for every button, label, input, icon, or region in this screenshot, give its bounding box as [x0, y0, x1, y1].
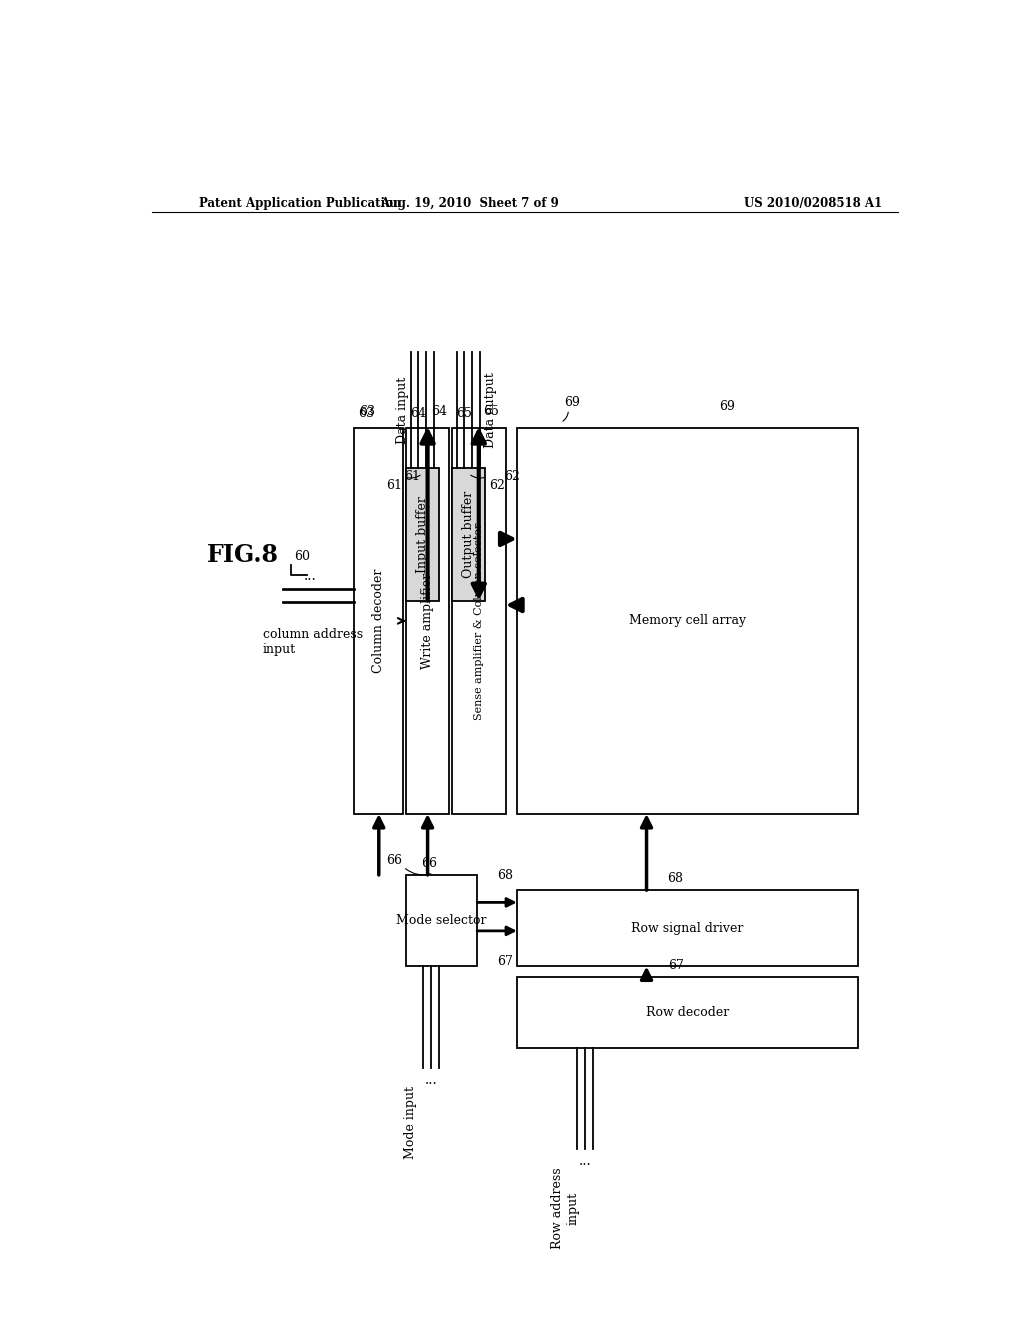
- Text: Row address
input: Row address input: [551, 1168, 580, 1249]
- Bar: [406, 469, 439, 601]
- Text: Data input: Data input: [396, 376, 409, 444]
- Text: ...: ...: [424, 1073, 437, 1088]
- Text: 65: 65: [482, 405, 499, 417]
- Bar: [406, 875, 477, 966]
- Text: 67: 67: [668, 958, 684, 972]
- Text: 68: 68: [497, 869, 513, 882]
- Text: 69: 69: [564, 396, 581, 409]
- Text: Row signal driver: Row signal driver: [632, 921, 743, 935]
- Text: 67: 67: [497, 956, 513, 969]
- Text: Row decoder: Row decoder: [646, 1006, 729, 1019]
- Text: Column decoder: Column decoder: [373, 569, 385, 673]
- Text: Aug. 19, 2010  Sheet 7 of 9: Aug. 19, 2010 Sheet 7 of 9: [380, 197, 559, 210]
- Text: 61: 61: [386, 479, 401, 491]
- Text: Memory cell array: Memory cell array: [629, 614, 746, 627]
- Text: Input buffer: Input buffer: [416, 496, 429, 573]
- Text: 69: 69: [719, 400, 735, 412]
- Text: Output buffer: Output buffer: [462, 491, 475, 578]
- Text: 62: 62: [504, 470, 520, 483]
- Bar: [517, 890, 858, 966]
- Bar: [517, 977, 858, 1048]
- Text: 68: 68: [668, 873, 684, 886]
- Text: 66: 66: [422, 857, 437, 870]
- Text: 66: 66: [386, 854, 401, 867]
- Text: Data output: Data output: [484, 372, 498, 447]
- Bar: [452, 428, 506, 814]
- Text: ...: ...: [579, 1155, 592, 1168]
- Text: 64: 64: [431, 405, 447, 417]
- Text: 61: 61: [404, 470, 420, 483]
- Bar: [517, 428, 858, 814]
- Text: 65: 65: [456, 407, 472, 420]
- Text: 62: 62: [489, 479, 505, 491]
- Text: Sense amplifier & Column selector: Sense amplifier & Column selector: [474, 523, 483, 719]
- Text: 63: 63: [358, 405, 375, 417]
- Bar: [452, 469, 485, 601]
- Text: 60: 60: [295, 550, 310, 562]
- Text: ...: ...: [304, 569, 316, 583]
- Text: US 2010/0208518 A1: US 2010/0208518 A1: [743, 197, 882, 210]
- Text: column address
input: column address input: [263, 628, 364, 656]
- Text: 63: 63: [358, 407, 374, 420]
- Bar: [354, 428, 403, 814]
- Bar: [406, 428, 450, 814]
- Text: Mode selector: Mode selector: [396, 915, 486, 927]
- Text: Mode input: Mode input: [404, 1086, 418, 1159]
- Text: 64: 64: [410, 407, 426, 420]
- Text: Patent Application Publication: Patent Application Publication: [200, 197, 402, 210]
- Text: Write amplifier: Write amplifier: [421, 573, 434, 669]
- Text: FIG.8: FIG.8: [207, 543, 280, 566]
